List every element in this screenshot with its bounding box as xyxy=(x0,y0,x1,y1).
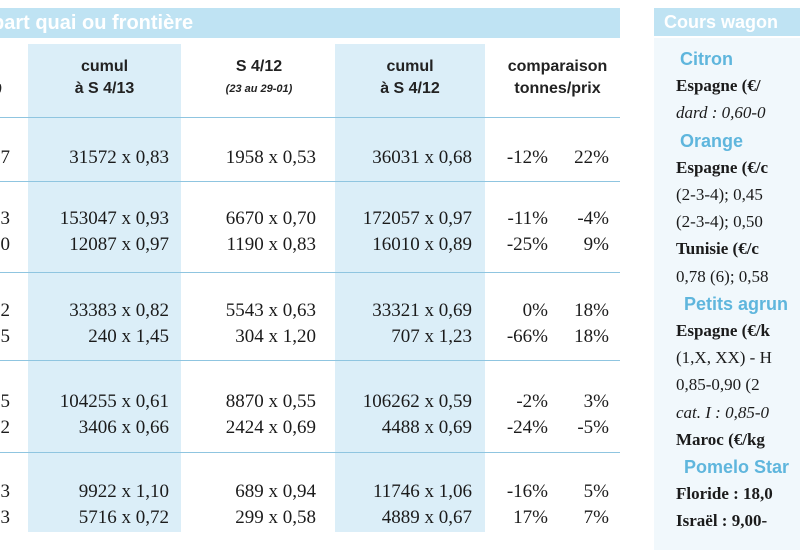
tonnes-change-cell: 17% xyxy=(513,507,548,528)
sidebar-text: cat. I : 0,85-0 xyxy=(676,402,770,422)
header-s4-12: S 4/12 (23 au 29-01) xyxy=(225,58,293,95)
s4-12-cell: 5543 x 0,63 xyxy=(225,300,316,321)
sidebar-text: Espagne (€/k xyxy=(676,321,770,340)
cumul-2012-cell: 36031 x 0,68 xyxy=(372,147,472,168)
sidebar-text: Espagne (€/c xyxy=(676,157,769,177)
s4-12-cell: 1958 x 0,53 xyxy=(225,147,316,168)
sidebar-text: (1,X, XX) - H xyxy=(676,348,772,368)
tonnes-change-cell: -25% xyxy=(506,234,548,255)
price-change-cell: 22% xyxy=(574,147,609,168)
sidebar-text: Israël : 9,00- xyxy=(676,511,768,531)
edge-cell: 2 xyxy=(0,417,11,438)
price-change-cell: -4% xyxy=(577,208,609,229)
row-divider xyxy=(0,272,620,273)
price-change-cell: 9% xyxy=(583,234,609,255)
cumul-2012-cell: 707 x 1,23 xyxy=(391,326,472,347)
header-cumul-s4-12: cumul à S 4/12 xyxy=(380,58,440,97)
price-change-cell: 18% xyxy=(574,326,609,347)
price-change-cell: -5% xyxy=(577,417,609,438)
cumul-2012-cell: 33321 x 0,69 xyxy=(372,300,472,321)
s4-12-cell: 1190 x 0,83 xyxy=(226,234,316,255)
shaded-column-cumul-2013 xyxy=(28,44,181,532)
sidebar-heading: Citron xyxy=(680,49,733,69)
sidebar-text: (2-3-4); 0,50 xyxy=(676,212,763,232)
edge-cell: 3 xyxy=(0,481,11,502)
tonnes-change-cell: -12% xyxy=(506,147,548,168)
cumul-2012-cell: 16010 x 0,89 xyxy=(372,234,472,255)
s4-12-cell: 689 x 0,94 xyxy=(235,481,316,502)
row-divider xyxy=(0,181,620,182)
tonnes-change-cell: -11% xyxy=(507,208,548,229)
sidebar-heading: Orange xyxy=(680,130,744,151)
cumul-2012-cell: 106262 x 0,59 xyxy=(362,391,472,412)
cumul-2013-cell: 104255 x 0,61 xyxy=(59,391,169,412)
sidebar-text: dard : 0,60-0 xyxy=(676,103,766,123)
cumul-2013-cell: 153047 x 0,93 xyxy=(59,208,169,229)
sidebar-text: (2-3-4); 0,45 xyxy=(676,185,763,204)
row-divider xyxy=(0,360,620,361)
edge-header: ) xyxy=(0,56,8,100)
sidebar-text: Maroc (€/kg xyxy=(676,429,765,449)
edge-cell: 3 xyxy=(0,208,11,229)
edge-cell: 2 xyxy=(0,300,11,321)
edge-cell: 0 xyxy=(0,234,11,255)
cumul-2013-cell: 240 x 1,45 xyxy=(88,326,169,347)
edge-cell: 7 xyxy=(0,147,11,168)
sidebar-body xyxy=(654,38,800,550)
cumul-2013-cell: 33383 x 0,82 xyxy=(69,300,169,321)
s4-12-cell: 304 x 1,20 xyxy=(235,326,316,347)
edge-cell: 3 xyxy=(0,507,11,528)
cumul-2013-cell: 3406 x 0,66 xyxy=(78,417,169,438)
price-change-cell: 18% xyxy=(574,300,609,321)
sidebar-text: Espagne (€/ xyxy=(676,76,761,96)
sidebar-text: 0,78 (6); 0,58 xyxy=(676,266,769,286)
sidebar-text: 0,85-0,90 (2 xyxy=(676,375,760,395)
s4-12-cell: 8870 x 0,55 xyxy=(225,391,316,412)
s4-12-cell: 2424 x 0,69 xyxy=(225,417,316,438)
tonnes-change-cell: -16% xyxy=(506,481,548,502)
tonnes-change-cell: -2% xyxy=(516,391,548,412)
tonnes-change-cell: 0% xyxy=(522,300,548,321)
sidebar-heading: Petits agrun xyxy=(684,293,789,314)
sidebar-title: Cours wagon xyxy=(654,8,800,36)
cumul-2013-cell: 5716 x 0,72 xyxy=(78,507,169,528)
sidebar-heading: Pomelo Star xyxy=(684,457,790,477)
cumul-2013-cell: 31572 x 0,83 xyxy=(69,147,169,168)
header-comparaison: comparaison tonnes/prix xyxy=(507,58,608,97)
sidebar-cours-wagon: Cours wagon Citron Espagne (€/ dard : 0,60… xyxy=(654,0,800,550)
price-change-cell: 3% xyxy=(583,391,609,412)
row-divider xyxy=(0,452,620,453)
cumul-2012-cell: 4488 x 0,69 xyxy=(381,417,472,438)
cumul-2013-cell: 12087 x 0,97 xyxy=(69,234,169,255)
cumul-2012-cell: 172057 x 0,97 xyxy=(362,208,472,229)
table-banner: part quai ou frontière xyxy=(0,8,620,38)
s4-12-cell: 6670 x 0,70 xyxy=(225,208,316,229)
cumul-2012-cell: 4889 x 0,67 xyxy=(381,507,472,528)
sidebar-text: Tunisie (€/c xyxy=(676,239,759,259)
cumul-2012-cell: 11746 x 1,06 xyxy=(372,481,472,502)
tonnes-change-cell: -24% xyxy=(506,417,548,438)
s4-12-cell: 299 x 0,58 xyxy=(235,507,316,528)
cumul-2013-cell: 9922 x 1,10 xyxy=(78,481,169,502)
header-cumul-s4-13: cumul à S 4/13 xyxy=(74,58,135,97)
row-divider xyxy=(0,117,620,118)
price-change-cell: 7% xyxy=(583,507,609,528)
edge-cell: 5 xyxy=(0,326,11,347)
sidebar-text: Floride : 18,0 xyxy=(676,484,773,504)
tonnes-change-cell: -66% xyxy=(506,326,548,347)
price-change-cell: 5% xyxy=(583,481,609,502)
shaded-column-cumul-2012 xyxy=(335,44,485,532)
edge-cell: 5 xyxy=(0,391,11,412)
